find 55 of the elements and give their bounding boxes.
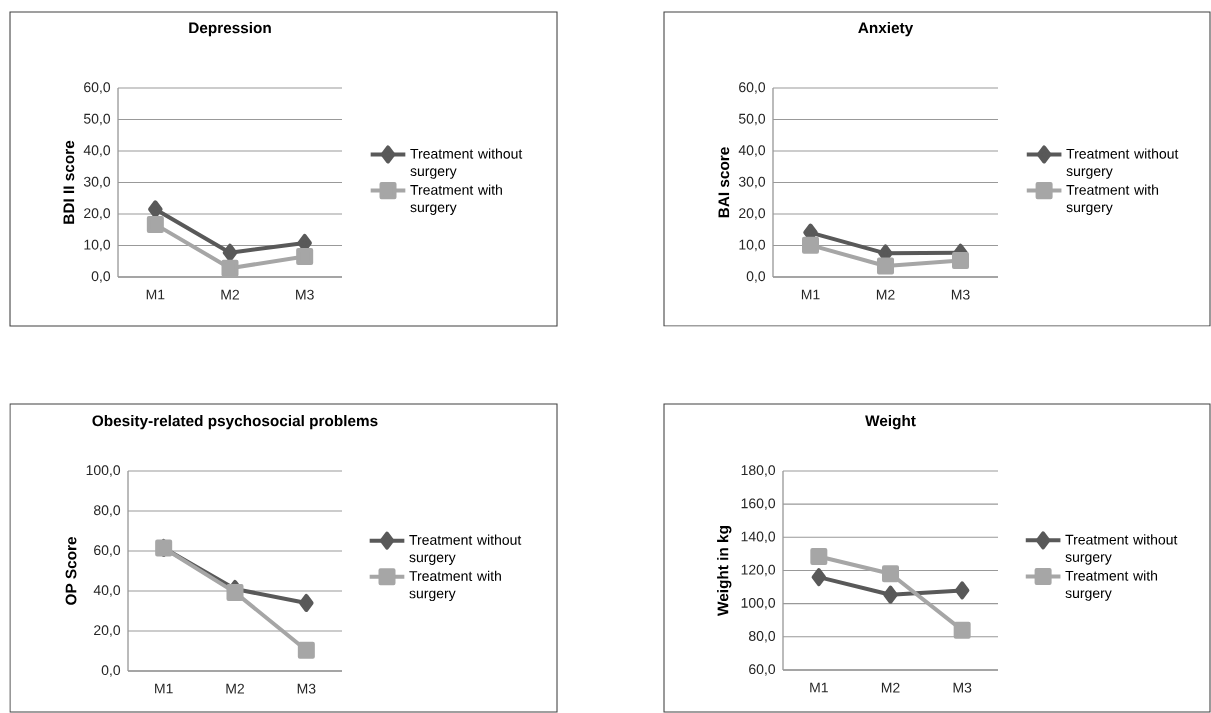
y-tick-label: 80,0	[748, 631, 776, 643]
x-tick-label: M2	[876, 289, 895, 300]
y-axis-title: Weight in kg	[717, 526, 732, 616]
chart-title: Depression	[189, 22, 271, 37]
y-tick-label: 60,0	[94, 545, 121, 557]
y-tick-label: 60,0	[84, 82, 111, 94]
x-tick-label: M3	[953, 682, 972, 693]
chart-title: Weight	[865, 414, 916, 430]
y-tick-label: 50,0	[83, 113, 111, 126]
y-tick-label: 100,0	[86, 465, 121, 477]
y-tick-label: 0,0	[746, 271, 766, 283]
x-tick-label: M2	[226, 683, 245, 694]
y-tick-label: 30,0	[83, 176, 111, 189]
x-tick-label: M2	[221, 289, 240, 300]
y-tick-label: 30,0	[738, 176, 766, 189]
chart-title: Obesity-related psychosocial problems	[92, 414, 378, 430]
y-tick-label: 50,0	[738, 113, 766, 126]
y-tick-label: 40,0	[738, 145, 766, 157]
y-tick-label: 60,0	[749, 664, 776, 676]
y-tick-label: 80,0	[93, 505, 121, 517]
y-tick-label: 40,0	[93, 585, 121, 597]
y-tick-label: 10,0	[84, 239, 111, 252]
chart-title: Anxiety	[858, 22, 914, 37]
legend-label: Treatment without surgery	[410, 148, 523, 179]
y-tick-label: 20,0	[94, 625, 121, 637]
x-tick-label: M2	[881, 682, 900, 693]
legend-label: Treatment without surgery	[409, 534, 522, 565]
y-tick-label: 120,0	[741, 564, 776, 577]
y-tick-label: 0,0	[91, 271, 111, 283]
y-tick-label: 10,0	[739, 239, 766, 252]
y-tick-label: 60,0	[739, 82, 766, 94]
legend-label: Treatment without surgery	[1066, 148, 1179, 179]
x-tick-label: M1	[810, 682, 828, 693]
y-axis-title: BAI score	[718, 147, 730, 218]
legend-label: Treatment without surgery	[1065, 534, 1178, 565]
y-tick-label: 180,0	[741, 465, 776, 477]
y-tick-label: 40,0	[83, 145, 111, 157]
x-tick-label: M1	[146, 289, 165, 300]
y-tick-label: 20,0	[84, 208, 111, 220]
x-tick-label: M3	[951, 289, 970, 300]
y-tick-label: 0,0	[101, 665, 121, 677]
x-tick-label: M1	[155, 683, 173, 694]
y-axis-title: OP Score	[65, 537, 77, 605]
y-axis-title: BDI II score	[63, 140, 75, 224]
y-tick-label: 20,0	[739, 208, 766, 220]
y-tick-label: 160,0	[741, 498, 776, 510]
legend-label: Treatment with surgery	[410, 184, 502, 215]
legend-label: Treatment with surgery	[1066, 184, 1159, 215]
y-tick-label: 140,0	[741, 531, 776, 544]
legend-label: Treatment with surgery	[409, 570, 501, 602]
x-tick-label: M1	[801, 289, 820, 300]
x-tick-label: M3	[296, 289, 314, 300]
legend-label: Treatment with surgery	[1065, 570, 1158, 601]
y-tick-label: 100,0	[741, 597, 776, 610]
x-tick-label: M3	[297, 683, 316, 694]
